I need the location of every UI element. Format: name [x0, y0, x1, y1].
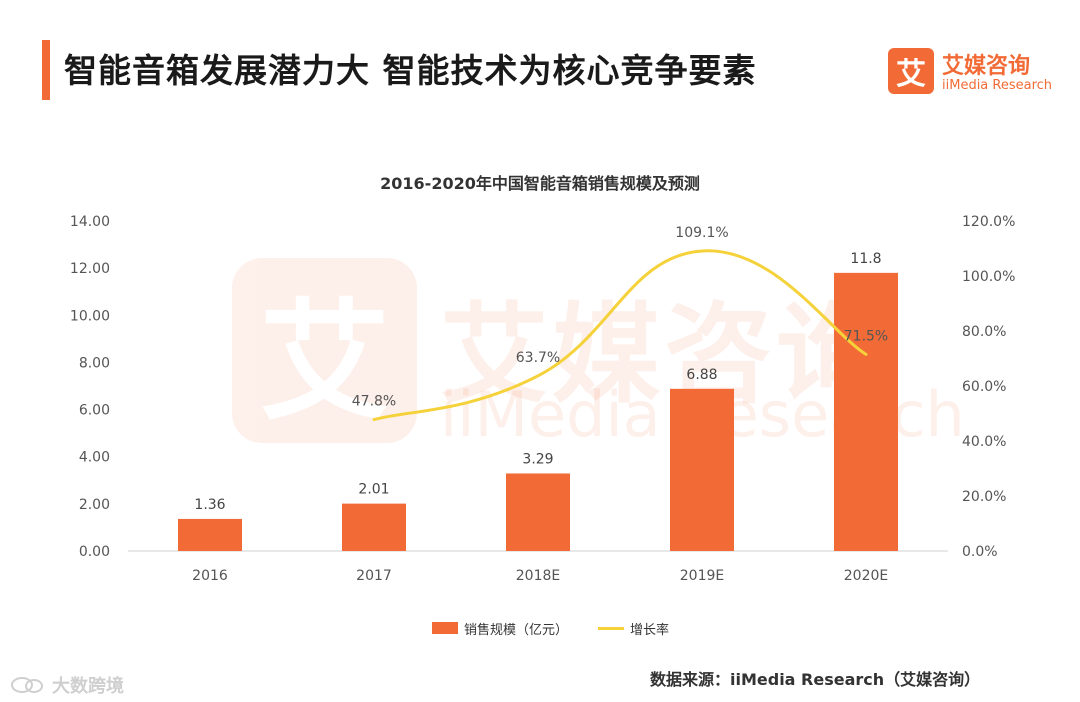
y-left-tick-label: 2.00: [79, 497, 110, 513]
y-right-tick-label: 40.0%: [962, 434, 1006, 450]
bar-value-label: 6.88: [686, 367, 717, 383]
x-tick-label: 2020E: [844, 568, 888, 584]
x-tick-label: 2017: [356, 568, 392, 584]
legend-label-bar: 销售规模（亿元）: [464, 622, 569, 638]
bar-value-label: 2.01: [358, 482, 389, 498]
y-left-tick-label: 14.00: [70, 214, 110, 230]
bar: [506, 473, 570, 551]
y-right-tick-label: 120.0%: [962, 214, 1015, 230]
bar-value-label: 3.29: [522, 451, 553, 467]
watermark-cn: 艾媒咨询: [440, 293, 889, 418]
y-left-tick-label: 4.00: [79, 450, 110, 466]
bar-value-label: 1.36: [194, 497, 225, 513]
x-tick-label: 2018E: [516, 568, 560, 584]
bar-value-label: 11.8: [850, 251, 881, 267]
y-right-tick-label: 0.0%: [962, 544, 998, 560]
social-watermark: 大数跨境: [10, 672, 124, 698]
growth-rate-label: 109.1%: [675, 225, 728, 241]
social-watermark-text: 大数跨境: [52, 676, 124, 697]
growth-rate-label: 63.7%: [516, 350, 560, 366]
y-left-tick-label: 10.00: [70, 308, 110, 324]
y-left-tick-label: 0.00: [79, 544, 110, 560]
brand-name-cn: 艾媒咨询: [942, 54, 1031, 79]
bar: [834, 272, 898, 551]
y-left-tick-label: 8.00: [79, 355, 110, 371]
y-right-tick-label: 20.0%: [962, 489, 1006, 505]
legend-swatch-line: [598, 626, 624, 630]
bar: [670, 388, 734, 551]
y-right-tick-label: 80.0%: [962, 324, 1006, 340]
y-right-tick-label: 60.0%: [962, 379, 1006, 395]
growth-rate-label: 47.8%: [352, 394, 396, 410]
bar: [178, 518, 242, 551]
y-left-tick-label: 6.00: [79, 403, 110, 419]
chart-title: 2016-2020年中国智能音箱销售规模及预测: [380, 174, 700, 193]
wechat-icon: [11, 677, 43, 693]
y-right-tick-label: 100.0%: [962, 269, 1015, 285]
title-accent-bar: [42, 40, 50, 100]
growth-rate-line: [372, 249, 868, 422]
brand-logo: 艾 艾媒咨询 iiMedia Research: [888, 48, 1063, 98]
watermark-logo-icon: 艾: [232, 258, 417, 443]
brand-logo-icon: 艾: [888, 48, 934, 94]
growth-rate-label: 71.5%: [844, 328, 888, 344]
bar: [342, 503, 406, 551]
brand-name-en: iiMedia Research: [942, 78, 1053, 93]
legend-label-line: 增长率: [630, 622, 670, 638]
page-title: 智能音箱发展潜力大 智能技术为核心竞争要素: [64, 51, 757, 90]
x-tick-label: 2016: [192, 568, 228, 584]
legend-item-line: 增长率: [598, 619, 670, 638]
data-source: 数据来源：iiMedia Research（艾媒咨询）: [650, 670, 981, 689]
y-left-tick-label: 12.00: [70, 261, 110, 277]
legend-swatch-bar: [432, 622, 458, 634]
legend-item-bar: 销售规模（亿元）: [432, 619, 569, 638]
x-tick-label: 2019E: [680, 568, 724, 584]
